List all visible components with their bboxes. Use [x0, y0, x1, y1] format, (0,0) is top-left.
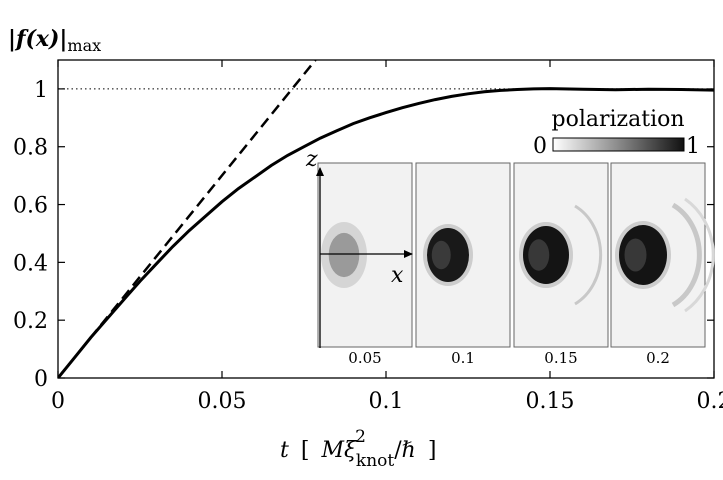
inset-panel: 0.1	[415, 162, 511, 367]
y-tick-label: 0.6	[13, 194, 48, 219]
polarization-blob	[328, 232, 360, 278]
colorbar-title: polarization	[551, 107, 684, 132]
x-axis-unit-exp: 2	[355, 427, 366, 447]
x-axis-unit-xi: ξ	[344, 438, 358, 463]
inset-panel: 0.2	[610, 162, 715, 367]
polarization-core	[431, 240, 451, 270]
inset-panel: 0.05	[317, 162, 413, 367]
x-axis-unit-div: /	[394, 438, 402, 463]
inset-panel: 0.15	[513, 162, 609, 367]
colorbar-max-label: 1	[686, 134, 700, 159]
panel-time-label: 0.2	[646, 349, 670, 367]
series-line-dashed	[58, 60, 317, 378]
x-axis-open-bracket: [	[301, 438, 310, 463]
x-tick-label: 0.05	[198, 389, 247, 414]
x-axis-inset-label: x	[391, 263, 404, 288]
x-axis-title: t [ Mξ2 knot/ℏ]	[280, 427, 436, 471]
outer-ring	[574, 204, 603, 306]
outer-ring-2	[684, 197, 715, 313]
colorbar-gradient	[552, 137, 685, 152]
x-axis-unit-sub: knot	[356, 451, 394, 471]
panel-time-label: 0.15	[544, 349, 577, 367]
y-tick-label: 0	[34, 367, 48, 392]
y-tick-label: 0.4	[13, 251, 48, 276]
x-axis-unit-hbar: ℏ	[402, 438, 416, 463]
panel-time-label: 0.1	[451, 349, 475, 367]
y-axis-label-main: |f(x)|	[8, 26, 67, 52]
x-axis-unit-m: M	[320, 438, 344, 463]
y-tick-label: 0.2	[13, 309, 48, 334]
series-group	[58, 60, 714, 378]
y-tick-label: 1	[34, 78, 48, 103]
inset-axes: z x	[305, 147, 413, 348]
polarization-core	[528, 239, 550, 271]
x-tick-label: 0.1	[369, 389, 404, 414]
x-tick-label: 0.15	[526, 389, 575, 414]
y-tick-label: 0.8	[13, 136, 48, 161]
y-axis-label-sub: max	[67, 36, 101, 55]
z-axis-label: z	[305, 147, 318, 172]
x-axis-var: t	[280, 438, 289, 463]
axis-ticks: 0 0.05 0.1 0.15 0.2 0 0.2 0.4 0.6 0.8 1	[13, 60, 723, 414]
y-axis-label: |f(x)|max	[8, 26, 101, 55]
series-line-solid	[58, 87, 714, 378]
inset-panels: 0.05 0.1 0.15 0.2	[317, 162, 715, 367]
outer-ring	[671, 202, 702, 308]
x-tick-label: 0	[51, 389, 65, 414]
polarization-core	[624, 238, 647, 272]
x-tick-label: 0.2	[697, 389, 723, 414]
panel-time-label: 0.05	[348, 349, 381, 367]
x-axis-close-bracket: ]	[428, 438, 437, 463]
colorbar: polarization 0 1	[533, 107, 700, 159]
colorbar-min-label: 0	[533, 134, 547, 159]
